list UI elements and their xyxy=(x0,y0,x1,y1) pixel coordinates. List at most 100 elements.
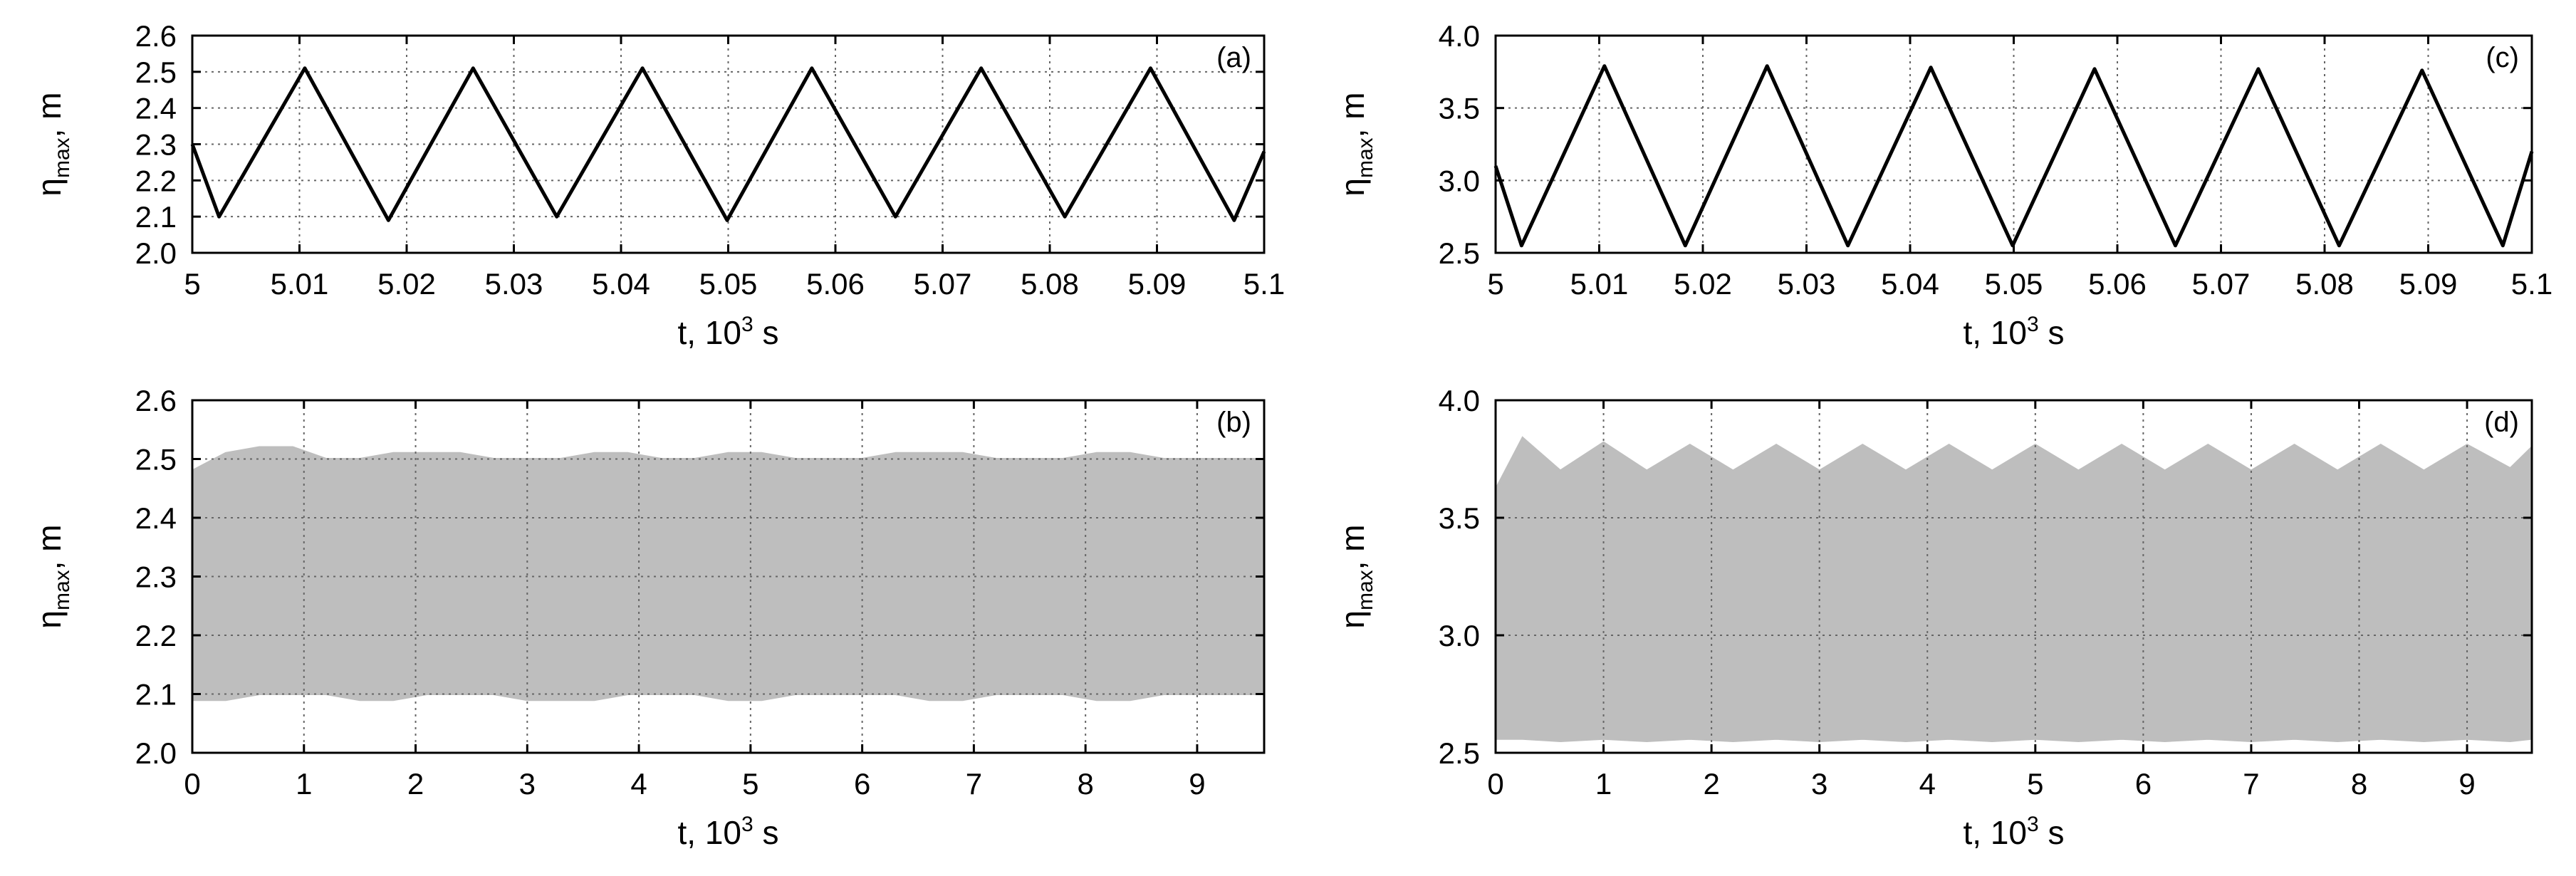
y-axis-label-symbol: η xyxy=(31,610,68,629)
x-tick-label: 6 xyxy=(2135,767,2152,801)
x-tick-label: 5.03 xyxy=(1778,267,1836,301)
y-axis-label-unit: , m xyxy=(31,524,68,570)
x-axis-label: t, 103 s xyxy=(1964,313,2065,351)
x-tick-label: 5.08 xyxy=(2295,267,2354,301)
panel-label: (a) xyxy=(1216,42,1251,73)
x-axis-label-exponent: 3 xyxy=(2027,313,2039,336)
x-tick-label: 5.06 xyxy=(806,267,865,301)
x-tick-label: 6 xyxy=(854,767,870,801)
y-axis-label: ηmax, m xyxy=(1334,524,1377,628)
y-tick-label: 2.5 xyxy=(1439,236,1480,270)
x-axis-label-text: t, 10 xyxy=(678,314,742,351)
y-tick-label: 3.5 xyxy=(1439,92,1480,125)
y-tick-label: 4.0 xyxy=(1439,19,1480,53)
y-axis-label: ηmax, m xyxy=(31,92,74,196)
x-axis-label: t, 103 s xyxy=(1964,813,2065,851)
x-tick-label: 5.08 xyxy=(1021,267,1079,301)
plot-frame xyxy=(1494,399,2533,754)
x-tick-label: 5.05 xyxy=(1985,267,2043,301)
y-axis-label: ηmax, m xyxy=(31,524,74,628)
envelope-area xyxy=(1494,436,2533,743)
x-axis-label-exponent: 3 xyxy=(741,313,753,336)
x-tick-label: 5.03 xyxy=(485,267,543,301)
series-line xyxy=(1493,64,2534,248)
x-tick-label: 9 xyxy=(1189,767,1205,801)
panel-label: (b) xyxy=(1216,407,1251,438)
y-tick-label: 2.1 xyxy=(135,678,177,711)
y-axis-label-subscript: max xyxy=(1354,137,1377,178)
x-tick-label: 9 xyxy=(2458,767,2475,801)
y-tick-label: 2.5 xyxy=(135,56,177,89)
x-tick-label: 5.1 xyxy=(1243,267,1285,301)
y-tick-label: 4.0 xyxy=(1439,384,1480,417)
y-tick-label: 2.1 xyxy=(135,200,177,234)
x-tick-label: 5.01 xyxy=(271,267,329,301)
y-tick-label: 2.3 xyxy=(135,128,177,162)
x-tick-label: 5 xyxy=(1487,267,1503,301)
x-axis-label-text: t, 10 xyxy=(1964,814,2028,851)
x-axis-label: t, 103 s xyxy=(678,813,779,851)
envelope-area xyxy=(191,446,1266,702)
y-tick-label: 2.5 xyxy=(1439,736,1480,770)
x-axis-label-exponent: 3 xyxy=(741,813,753,836)
x-tick-label: 7 xyxy=(966,767,982,801)
series-line xyxy=(190,66,1266,222)
x-axis-label-exponent: 3 xyxy=(2027,813,2039,836)
x-tick-label: 8 xyxy=(2351,767,2367,801)
y-axis-label-symbol: η xyxy=(1334,178,1371,197)
y-axis-label: ηmax, m xyxy=(1334,92,1377,196)
y-tick-label: 2.0 xyxy=(135,236,177,270)
x-axis-label-text: t, 10 xyxy=(678,814,742,851)
x-tick-label: 2 xyxy=(1703,767,1719,801)
y-tick-label: 2.0 xyxy=(135,736,177,770)
chart-c: 5 5.01 5.02 5.03 5.04 5.05 5.06 5.07 5.08 5.09 5.1… xyxy=(1334,19,2552,351)
panel-label: (c) xyxy=(2486,42,2519,73)
y-tick-label: 2.4 xyxy=(135,501,177,535)
y-tick-label: 3.0 xyxy=(1439,164,1480,197)
x-tick-label: 5.09 xyxy=(2399,267,2458,301)
y-tick-label: 2.5 xyxy=(135,443,177,476)
x-tick-label: 0 xyxy=(1487,767,1503,801)
x-tick-label: 4 xyxy=(1919,767,1936,801)
x-tick-label: 1 xyxy=(296,767,312,801)
y-tick-label: 3.0 xyxy=(1439,619,1480,652)
x-tick-label: 8 xyxy=(1077,767,1093,801)
y-axis-label-symbol: η xyxy=(31,178,68,197)
x-tick-label: 3 xyxy=(1811,767,1827,801)
x-tick-label: 5.07 xyxy=(2192,267,2251,301)
x-tick-label: 5 xyxy=(2027,767,2043,801)
y-axis-label-symbol: η xyxy=(1334,610,1371,629)
y-tick-label: 2.6 xyxy=(135,19,177,53)
y-axis-label-subscript: max xyxy=(1354,570,1377,610)
x-axis-label-text: t, 10 xyxy=(1964,314,2028,351)
y-axis-label-subscript: max xyxy=(51,137,74,178)
x-tick-label: 1 xyxy=(1595,767,1612,801)
x-axis-label-unit: s xyxy=(2039,314,2065,351)
y-tick-label: 2.3 xyxy=(135,560,177,594)
x-tick-label: 5.04 xyxy=(592,267,650,301)
x-tick-label: 5 xyxy=(184,267,200,301)
x-axis-label-unit: s xyxy=(2039,814,2065,851)
y-tick-label: 2.6 xyxy=(135,384,177,417)
y-axis-label-unit: , m xyxy=(1334,92,1371,137)
x-tick-label: 5.06 xyxy=(2088,267,2147,301)
y-tick-label: 2.2 xyxy=(135,619,177,652)
x-tick-label: 4 xyxy=(630,767,647,801)
y-tick-label: 2.4 xyxy=(135,92,177,125)
x-tick-label: 5.02 xyxy=(1674,267,1732,301)
x-tick-label: 3 xyxy=(519,767,536,801)
y-tick-label: 3.5 xyxy=(1439,501,1480,535)
x-tick-label: 5.02 xyxy=(377,267,436,301)
y-axis-label-subscript: max xyxy=(51,570,74,610)
x-tick-label: 5.1 xyxy=(2511,267,2552,301)
x-tick-label: 2 xyxy=(407,767,424,801)
x-axis-label-unit: s xyxy=(753,814,779,851)
y-tick-label: 2.2 xyxy=(135,164,177,197)
x-tick-label: 5.05 xyxy=(699,267,758,301)
y-axis-label-unit: , m xyxy=(1334,524,1371,570)
x-tick-label: 5.07 xyxy=(914,267,972,301)
x-axis-label: t, 103 s xyxy=(678,313,779,351)
panel-label: (d) xyxy=(2484,407,2519,438)
x-tick-label: 5 xyxy=(742,767,758,801)
